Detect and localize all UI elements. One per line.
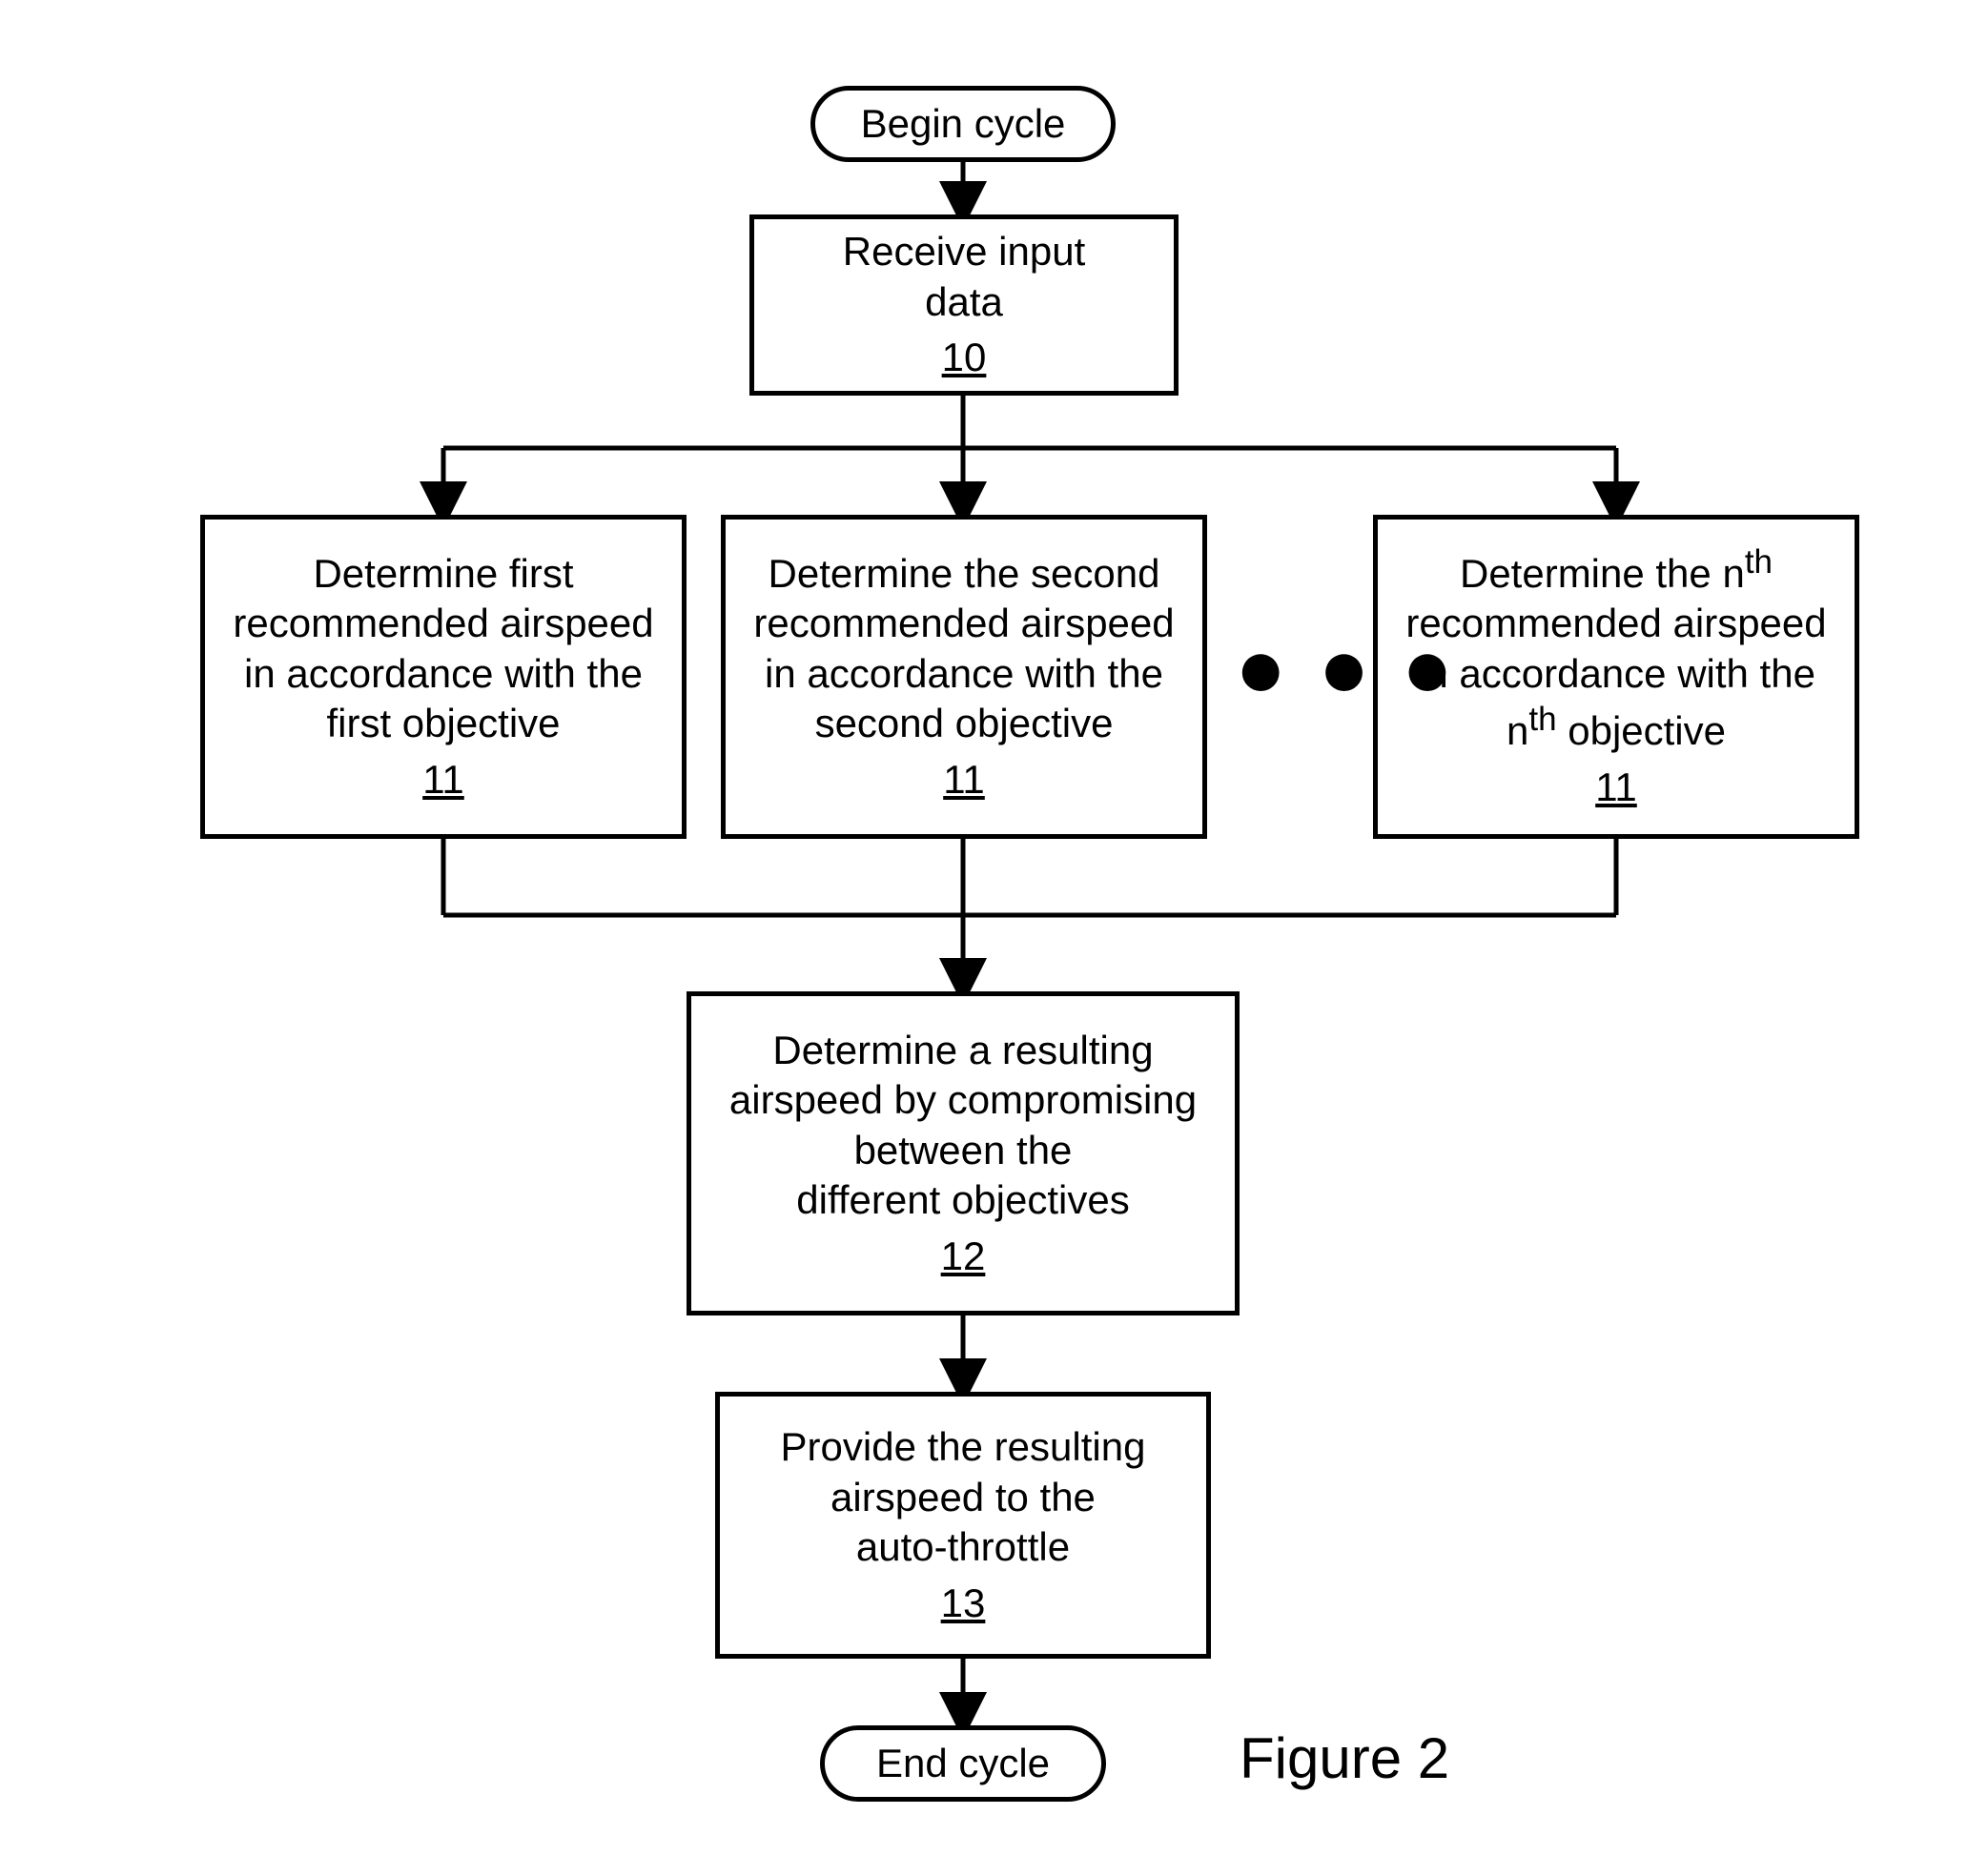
process-receive-input: Receive inputdata 10 — [749, 214, 1179, 396]
process-text: Receive inputdata — [843, 227, 1085, 327]
process-determine-first: Determine firstrecommended airspeedin ac… — [200, 515, 687, 839]
ref-number: 10 — [942, 333, 987, 383]
ref-number: 11 — [422, 755, 464, 805]
terminal-begin: Begin cycle — [810, 86, 1116, 162]
process-determine-second: Determine the secondrecommended airspeed… — [721, 515, 1207, 839]
process-compromise: Determine a resultingairspeed by comprom… — [687, 991, 1240, 1315]
process-text: Provide the resultingairspeed to theauto… — [781, 1422, 1146, 1573]
ref-number: 12 — [941, 1232, 986, 1282]
flowchart-container: Begin cycle Receive inputdata 10 Determi… — [38, 38, 1930, 1838]
process-text: Determine a resultingairspeed by comprom… — [729, 1026, 1197, 1226]
ref-number: 11 — [1595, 763, 1637, 813]
process-text: Determine firstrecommended airspeedin ac… — [233, 549, 653, 749]
process-text: Determine the nthrecommended airspeedin … — [1405, 541, 1826, 757]
process-provide: Provide the resultingairspeed to theauto… — [715, 1392, 1211, 1659]
terminal-end: End cycle — [820, 1725, 1106, 1802]
terminal-end-label: End cycle — [876, 1741, 1050, 1786]
ref-number: 11 — [943, 755, 985, 805]
process-text: Determine the secondrecommended airspeed… — [753, 549, 1174, 749]
ref-number: 13 — [941, 1579, 986, 1629]
figure-label: Figure 2 — [1240, 1725, 1449, 1791]
terminal-begin-label: Begin cycle — [861, 101, 1066, 147]
ellipsis-dots: ● ● ● — [1235, 620, 1457, 718]
